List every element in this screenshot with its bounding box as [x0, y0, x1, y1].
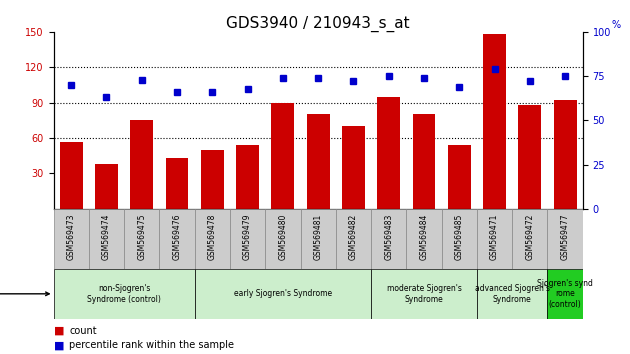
Bar — [371, 209, 406, 269]
Bar — [272, 103, 294, 209]
Bar — [547, 209, 583, 269]
Bar — [406, 209, 442, 269]
Bar — [230, 209, 265, 269]
Bar — [195, 209, 230, 269]
Bar — [166, 158, 188, 209]
Bar — [201, 150, 224, 209]
Text: ■: ■ — [54, 326, 64, 336]
Text: GSM569483: GSM569483 — [384, 214, 393, 260]
Bar — [301, 209, 336, 269]
Text: non-Sjogren's
Syndrome (control): non-Sjogren's Syndrome (control) — [87, 284, 161, 303]
Text: ■: ■ — [54, 340, 64, 350]
Bar — [54, 269, 195, 319]
Text: early Sjogren's Syndrome: early Sjogren's Syndrome — [234, 289, 332, 298]
Bar — [60, 142, 83, 209]
Text: GSM569480: GSM569480 — [278, 214, 287, 260]
Text: GSM569472: GSM569472 — [525, 214, 534, 260]
Text: GSM569473: GSM569473 — [67, 214, 76, 260]
Bar — [518, 105, 541, 209]
Bar — [477, 269, 547, 319]
Bar — [547, 269, 583, 319]
Text: percentile rank within the sample: percentile rank within the sample — [69, 340, 234, 350]
Bar — [89, 209, 124, 269]
Text: GSM569481: GSM569481 — [314, 214, 323, 260]
Title: GDS3940 / 210943_s_at: GDS3940 / 210943_s_at — [226, 16, 410, 32]
Bar — [413, 114, 435, 209]
Bar — [265, 209, 301, 269]
Bar — [448, 145, 471, 209]
Bar — [377, 97, 400, 209]
Text: GSM569474: GSM569474 — [102, 214, 111, 260]
Bar — [95, 164, 118, 209]
Bar — [483, 34, 506, 209]
Text: GSM569477: GSM569477 — [561, 214, 570, 260]
Bar — [236, 145, 259, 209]
Text: advanced Sjogren's
Syndrome: advanced Sjogren's Syndrome — [474, 284, 550, 303]
Bar — [159, 209, 195, 269]
Text: disease state: disease state — [0, 289, 49, 298]
Bar — [477, 209, 512, 269]
Bar — [130, 120, 153, 209]
Text: GSM569476: GSM569476 — [173, 214, 181, 260]
Bar — [512, 209, 547, 269]
Text: GSM569479: GSM569479 — [243, 214, 252, 260]
Text: count: count — [69, 326, 97, 336]
Bar — [442, 209, 477, 269]
Text: %: % — [612, 20, 621, 30]
Text: GSM569478: GSM569478 — [208, 214, 217, 260]
Text: GSM569475: GSM569475 — [137, 214, 146, 260]
Text: Sjogren's synd
rome
(control): Sjogren's synd rome (control) — [537, 279, 593, 309]
Text: GSM569484: GSM569484 — [420, 214, 428, 260]
Bar — [124, 209, 159, 269]
Bar — [195, 269, 371, 319]
Text: moderate Sjogren's
Syndrome: moderate Sjogren's Syndrome — [387, 284, 461, 303]
Text: GSM569482: GSM569482 — [349, 214, 358, 260]
Bar — [336, 209, 371, 269]
Bar — [54, 209, 89, 269]
Text: GSM569471: GSM569471 — [490, 214, 499, 260]
Bar — [342, 126, 365, 209]
Bar — [371, 269, 477, 319]
Bar — [307, 114, 329, 209]
Text: GSM569485: GSM569485 — [455, 214, 464, 260]
Bar — [554, 100, 576, 209]
